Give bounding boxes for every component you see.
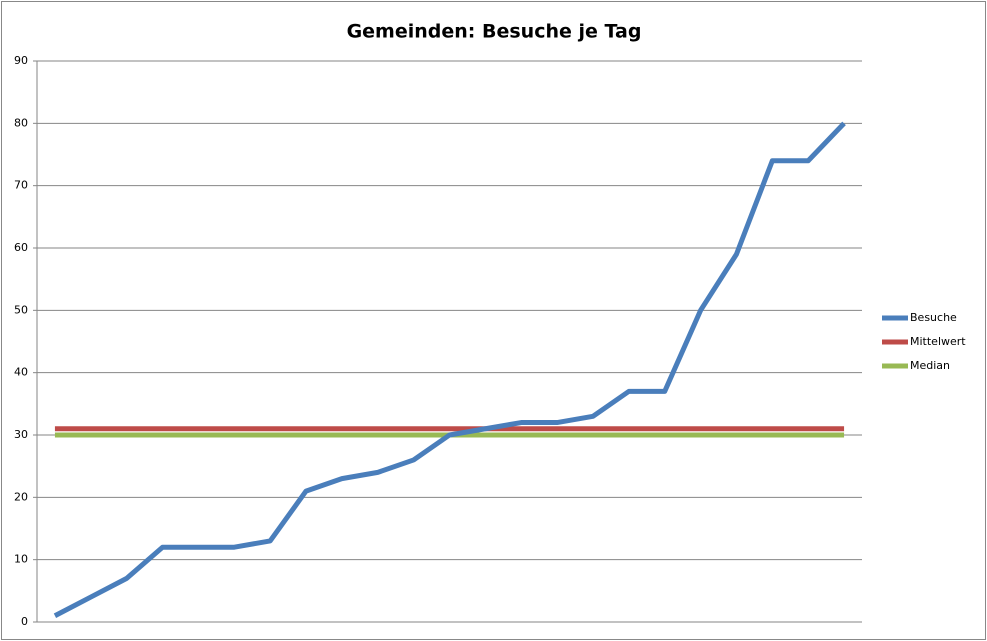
y-tick-label: 20 — [14, 490, 28, 503]
line-series — [53, 121, 846, 618]
y-tick-label: 80 — [14, 116, 28, 129]
y-tick-label: 90 — [14, 54, 28, 67]
y-tick-label: 60 — [14, 241, 28, 254]
y-tick-label: 50 — [14, 303, 28, 316]
chart-title: Gemeinden: Besuche je Tag — [347, 21, 642, 43]
y-tick-label: 30 — [14, 428, 28, 441]
legend-label: Besuche — [910, 311, 957, 324]
y-tick-label: 10 — [14, 553, 28, 566]
y-tick-label: 0 — [21, 615, 28, 628]
legend-label: Median — [910, 359, 950, 372]
y-tick-label: 40 — [14, 366, 28, 379]
y-tick-label: 70 — [14, 179, 28, 192]
legend-label: Mittelwert — [910, 335, 966, 348]
